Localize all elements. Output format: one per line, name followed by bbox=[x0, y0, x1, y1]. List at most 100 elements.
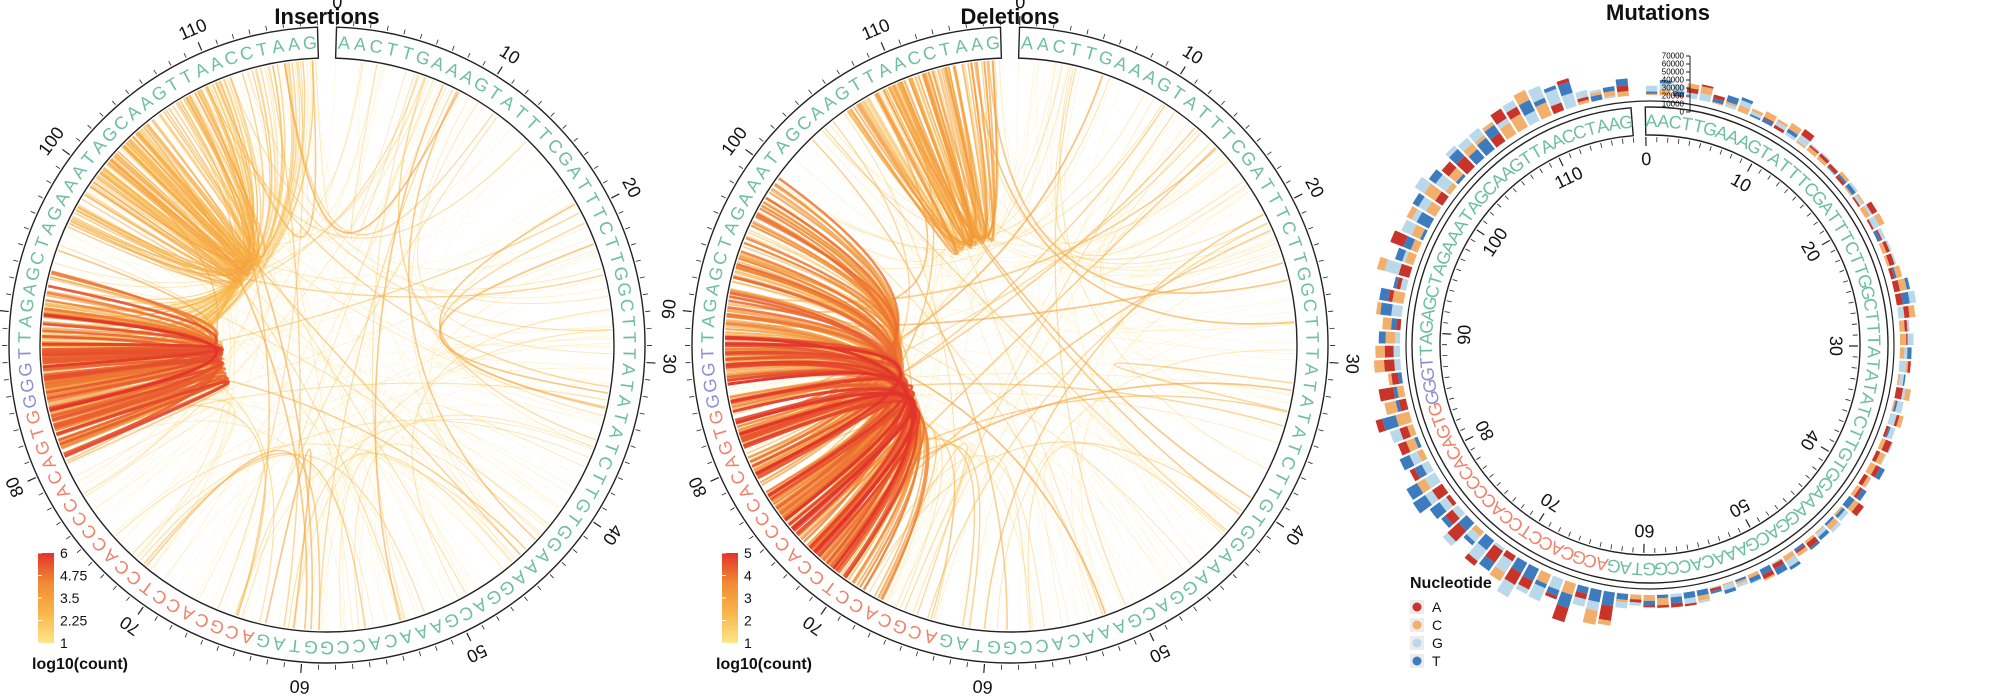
deletions-link bbox=[890, 73, 974, 247]
deletions-tick bbox=[1207, 596, 1211, 602]
mutation-bar-T bbox=[1390, 318, 1397, 331]
deletions-tick bbox=[759, 549, 765, 553]
mutations-legend-label-A: A bbox=[1432, 599, 1442, 615]
deletions-link bbox=[735, 391, 917, 554]
insertions-tick bbox=[466, 632, 472, 642]
deletions-tick bbox=[809, 596, 813, 602]
insertions-link bbox=[210, 454, 512, 606]
mutations-tick bbox=[1699, 143, 1702, 149]
mutation-bar-A bbox=[1713, 94, 1726, 102]
deletions-link bbox=[1099, 129, 1277, 289]
mutation-bar-A bbox=[1709, 586, 1722, 592]
deletions-nucleotide: C bbox=[1299, 298, 1321, 314]
insertions-link bbox=[68, 96, 251, 277]
deletions-link bbox=[1113, 362, 1293, 412]
insertions-link bbox=[241, 415, 595, 618]
mutation-bar-C bbox=[1896, 373, 1901, 386]
insertions-link bbox=[426, 382, 601, 477]
insertions-nucleotide: T bbox=[288, 635, 301, 656]
mutations-nucleotide: A bbox=[1417, 308, 1438, 323]
insertions-tick bbox=[126, 596, 130, 602]
insertions-tick bbox=[137, 606, 144, 615]
mutation-bar-A bbox=[1657, 604, 1670, 608]
deletions-nucleotide: T bbox=[1293, 409, 1315, 424]
insertions-link bbox=[217, 61, 304, 609]
mutation-bar-A bbox=[1490, 108, 1507, 125]
mutation-bar-G bbox=[1698, 92, 1712, 103]
mutations-tick bbox=[1729, 153, 1733, 159]
deletions-link bbox=[1057, 66, 1174, 579]
mutations-tick bbox=[1806, 212, 1812, 217]
mutation-bar-T bbox=[1900, 291, 1910, 305]
deletions-tick bbox=[692, 276, 698, 279]
mutation-bar-A bbox=[1771, 559, 1785, 570]
deletions-link bbox=[874, 93, 1070, 624]
deletions-nucleotide: A bbox=[702, 282, 724, 297]
mutation-bar-A bbox=[1672, 93, 1685, 98]
deletions-tick bbox=[770, 124, 775, 129]
deletions-tick bbox=[771, 561, 776, 566]
mutations-tick-label: 80 bbox=[1471, 417, 1498, 444]
mutation-bar-T bbox=[1463, 534, 1476, 546]
insertions-tick bbox=[645, 379, 651, 381]
deletions-tick bbox=[1150, 52, 1154, 58]
deletions-link bbox=[1119, 178, 1293, 383]
insertions-tick bbox=[572, 549, 578, 553]
insertions-nucleotide: T bbox=[616, 379, 637, 393]
mutations-tick bbox=[1848, 388, 1854, 391]
deletions-link bbox=[1035, 61, 1283, 431]
mutations-tick bbox=[1470, 238, 1476, 243]
mutation-bar-A bbox=[1384, 345, 1394, 358]
deletions-tick bbox=[749, 535, 754, 540]
mutations-tick bbox=[1767, 175, 1771, 180]
mutation-bar-T bbox=[1837, 173, 1847, 184]
insertions-tick bbox=[639, 276, 645, 279]
insertions-tick bbox=[56, 521, 61, 526]
deletions-link bbox=[999, 60, 1287, 291]
mutation-bar-G bbox=[1907, 333, 1914, 346]
deletions-tick bbox=[706, 226, 712, 230]
mutation-bar-G bbox=[1604, 95, 1616, 100]
mutation-bar-G bbox=[1561, 92, 1577, 110]
mutation-bar-C bbox=[1893, 265, 1903, 278]
mutation-bar-T bbox=[1395, 400, 1402, 413]
mutations-tick bbox=[1520, 504, 1525, 509]
insertions-tick bbox=[435, 645, 438, 651]
mutation-bar-C bbox=[1471, 524, 1485, 537]
mutations-tick bbox=[1456, 268, 1462, 272]
insertions-tick bbox=[482, 60, 486, 66]
deletions-link bbox=[1054, 67, 1244, 257]
mutation-bar-G bbox=[1774, 121, 1787, 131]
deletions-nucleotide: T bbox=[1302, 348, 1322, 360]
insertions-link bbox=[93, 65, 384, 510]
mutation-bar-G bbox=[1466, 528, 1481, 543]
insertions-link bbox=[51, 76, 425, 288]
deletions-tick bbox=[782, 112, 787, 117]
mutations-tick bbox=[1482, 465, 1488, 470]
deletions-tick bbox=[1179, 66, 1186, 75]
mutation-bar-C bbox=[1384, 400, 1399, 415]
insertions-link bbox=[84, 152, 242, 282]
mutation-bar-G bbox=[1897, 306, 1905, 319]
deletions-nucleotide: T bbox=[1270, 468, 1293, 487]
deletions-tick bbox=[1119, 39, 1122, 45]
insertions-link bbox=[164, 81, 437, 580]
mutation-bar-G bbox=[1402, 250, 1409, 263]
mutation-bar-G bbox=[1439, 497, 1454, 512]
mutation-bar-C bbox=[1903, 388, 1912, 402]
insertions-nucleotide: A bbox=[605, 424, 628, 441]
mutation-bar-G bbox=[1670, 593, 1682, 598]
mutation-bar-A bbox=[1875, 229, 1883, 241]
mutation-bar-C bbox=[1395, 411, 1413, 427]
deletions-colorbar-label: 4 bbox=[744, 568, 752, 584]
mutation-bar-G bbox=[1886, 427, 1896, 440]
insertions-tick bbox=[524, 89, 529, 95]
deletions-link bbox=[1004, 454, 1113, 630]
mutation-bar-G bbox=[1435, 174, 1453, 192]
mutation-bar-T bbox=[1393, 276, 1399, 289]
insertions-tick bbox=[266, 659, 269, 665]
mutation-bar-T bbox=[1441, 515, 1454, 529]
insertions-link bbox=[291, 106, 484, 628]
mutation-bar-C bbox=[1448, 167, 1464, 183]
